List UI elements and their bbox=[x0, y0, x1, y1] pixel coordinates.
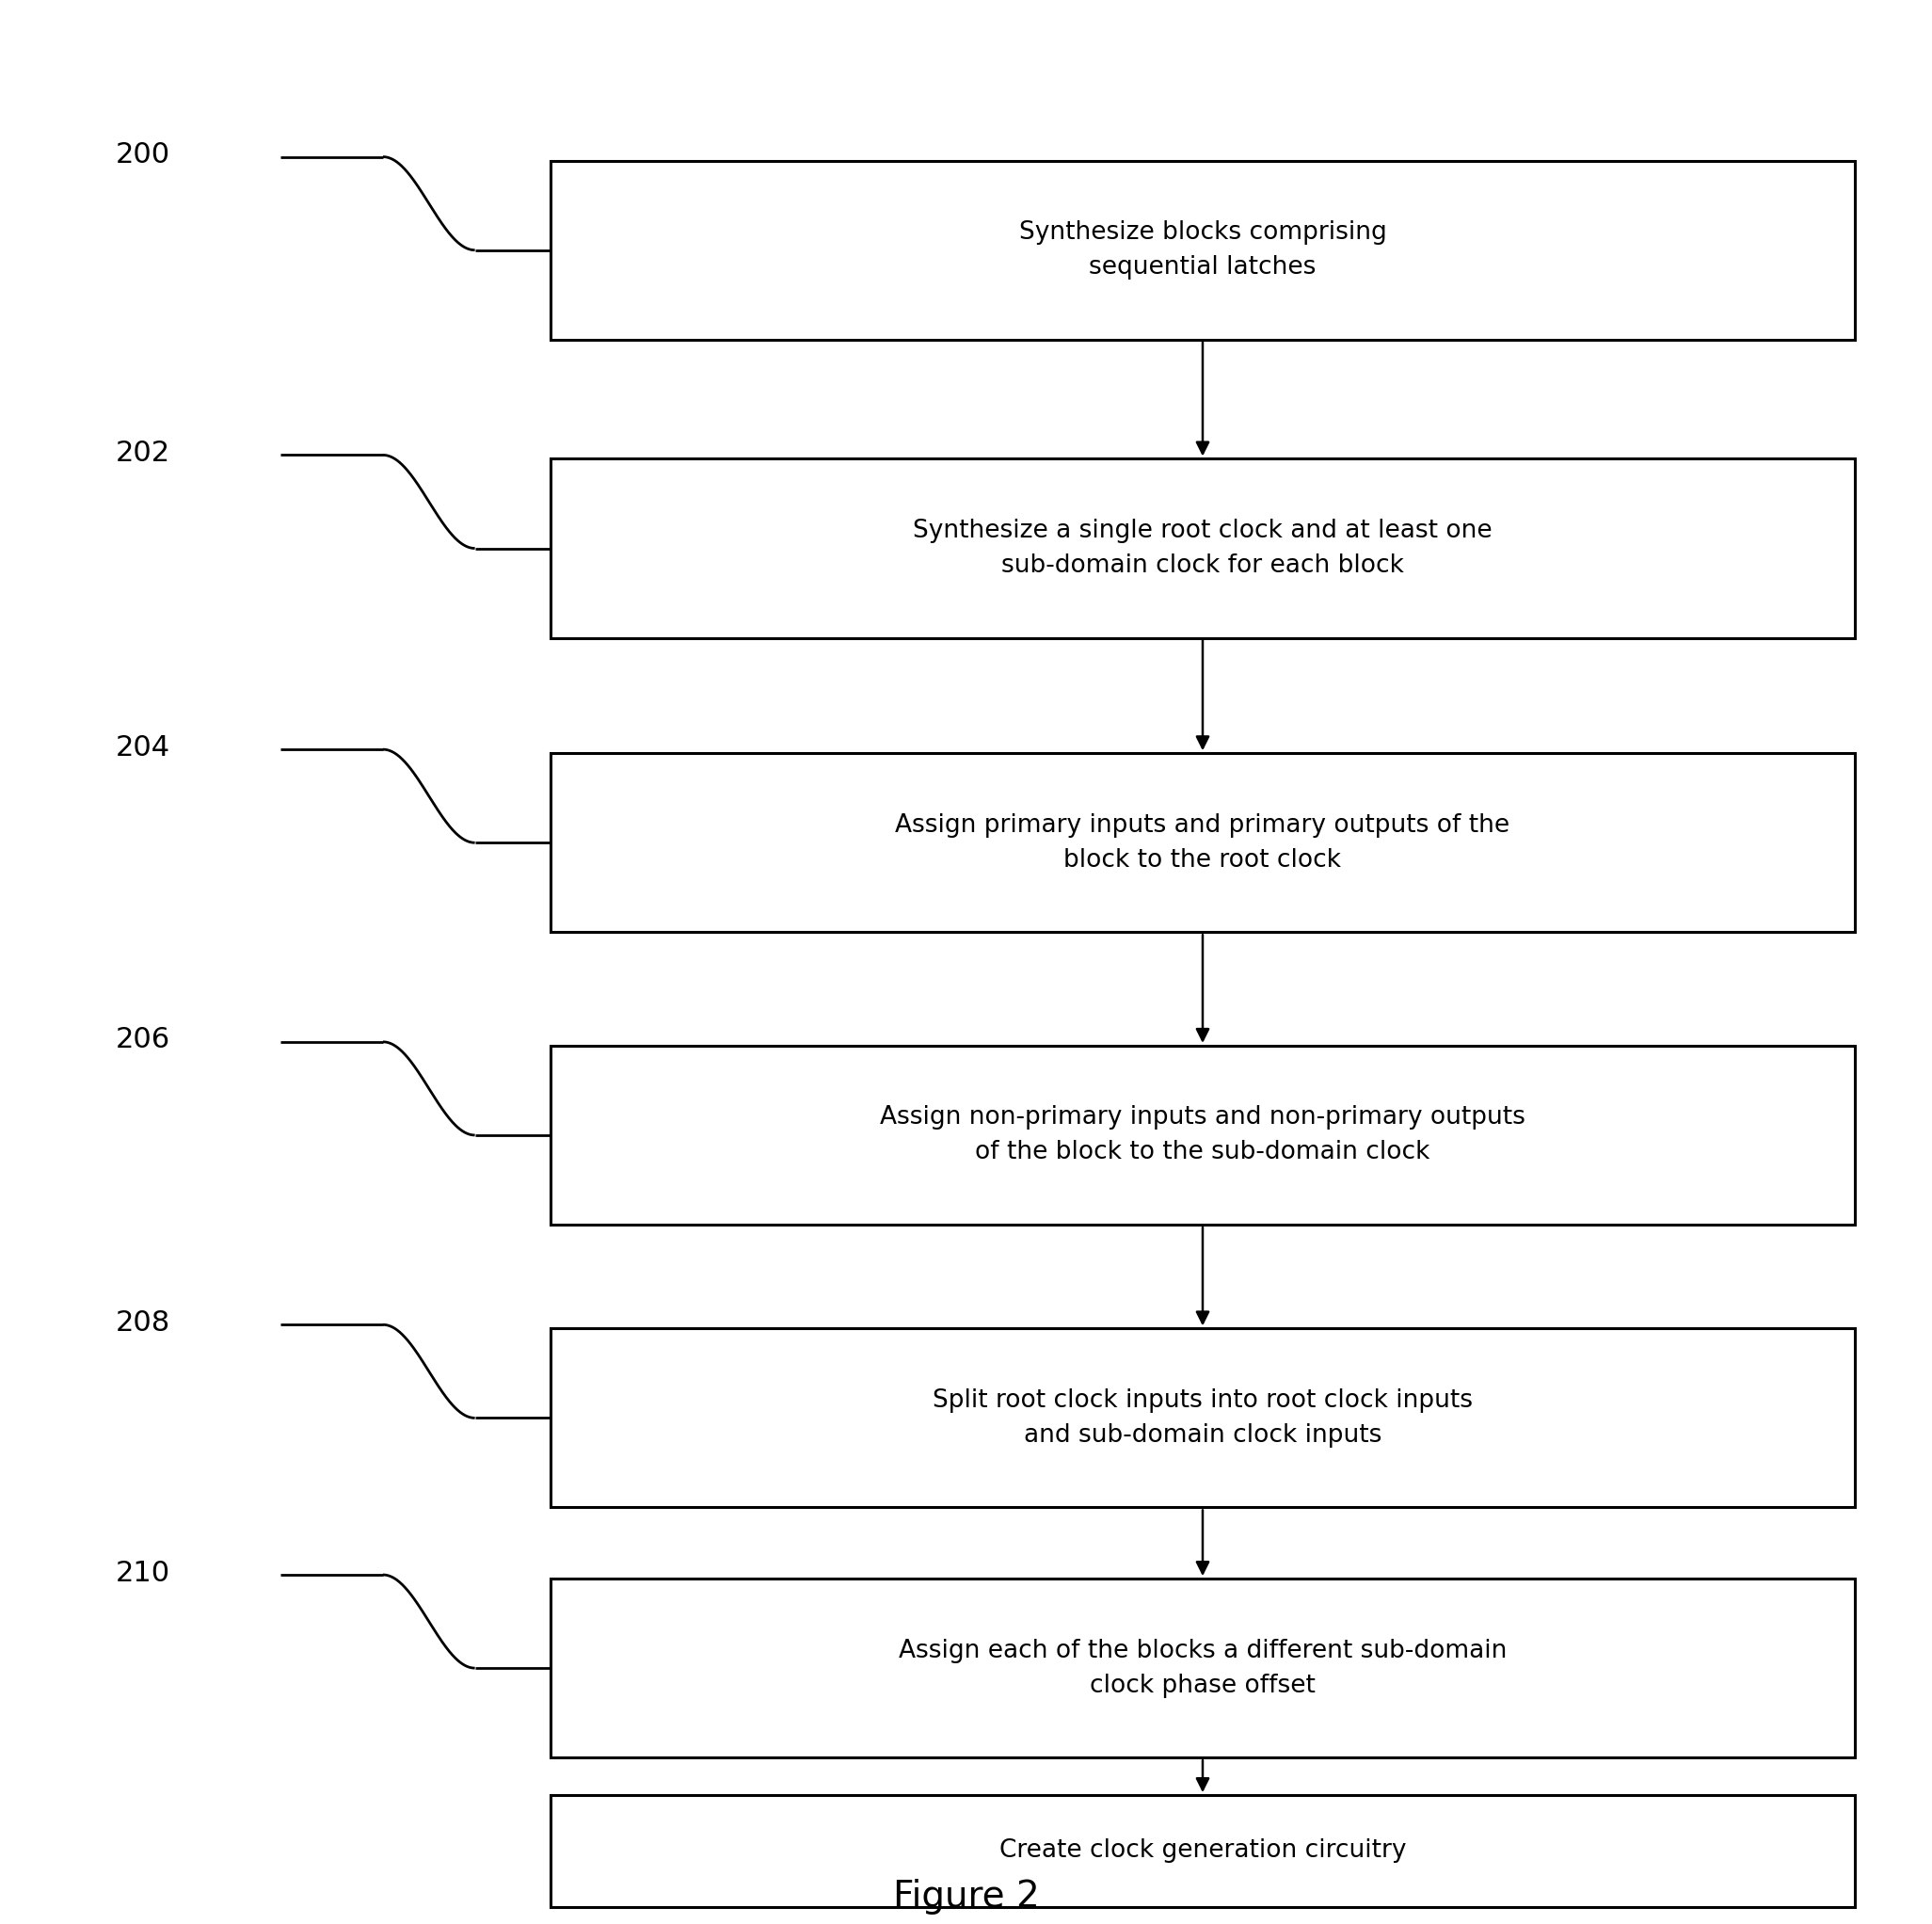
Text: Split root clock inputs into root clock inputs
and sub-domain clock inputs: Split root clock inputs into root clock … bbox=[933, 1389, 1472, 1447]
Text: 200: 200 bbox=[116, 140, 170, 169]
Text: 204: 204 bbox=[116, 733, 170, 762]
Text: Figure 2: Figure 2 bbox=[893, 1878, 1039, 1914]
Text: Assign non-primary inputs and non-primary outputs
of the block to the sub-domain: Assign non-primary inputs and non-primar… bbox=[879, 1106, 1526, 1164]
Text: Assign primary inputs and primary outputs of the
block to the root clock: Assign primary inputs and primary output… bbox=[895, 814, 1511, 872]
Text: 210: 210 bbox=[116, 1558, 170, 1587]
Bar bbox=[551, 1328, 1855, 1508]
Text: 202: 202 bbox=[116, 439, 170, 468]
Bar bbox=[551, 752, 1855, 931]
Bar bbox=[551, 460, 1855, 637]
Bar bbox=[551, 1795, 1855, 1907]
Text: 206: 206 bbox=[116, 1027, 170, 1054]
Text: Synthesize blocks comprising
sequential latches: Synthesize blocks comprising sequential … bbox=[1018, 221, 1387, 279]
Bar bbox=[551, 1047, 1855, 1226]
Text: 208: 208 bbox=[116, 1308, 170, 1337]
Text: Create clock generation circuitry: Create clock generation circuitry bbox=[999, 1839, 1406, 1862]
Text: Assign each of the blocks a different sub-domain
clock phase offset: Assign each of the blocks a different su… bbox=[898, 1639, 1507, 1697]
Bar bbox=[551, 1578, 1855, 1759]
Bar bbox=[551, 162, 1855, 339]
Text: Synthesize a single root clock and at least one
sub-domain clock for each block: Synthesize a single root clock and at le… bbox=[914, 519, 1492, 577]
